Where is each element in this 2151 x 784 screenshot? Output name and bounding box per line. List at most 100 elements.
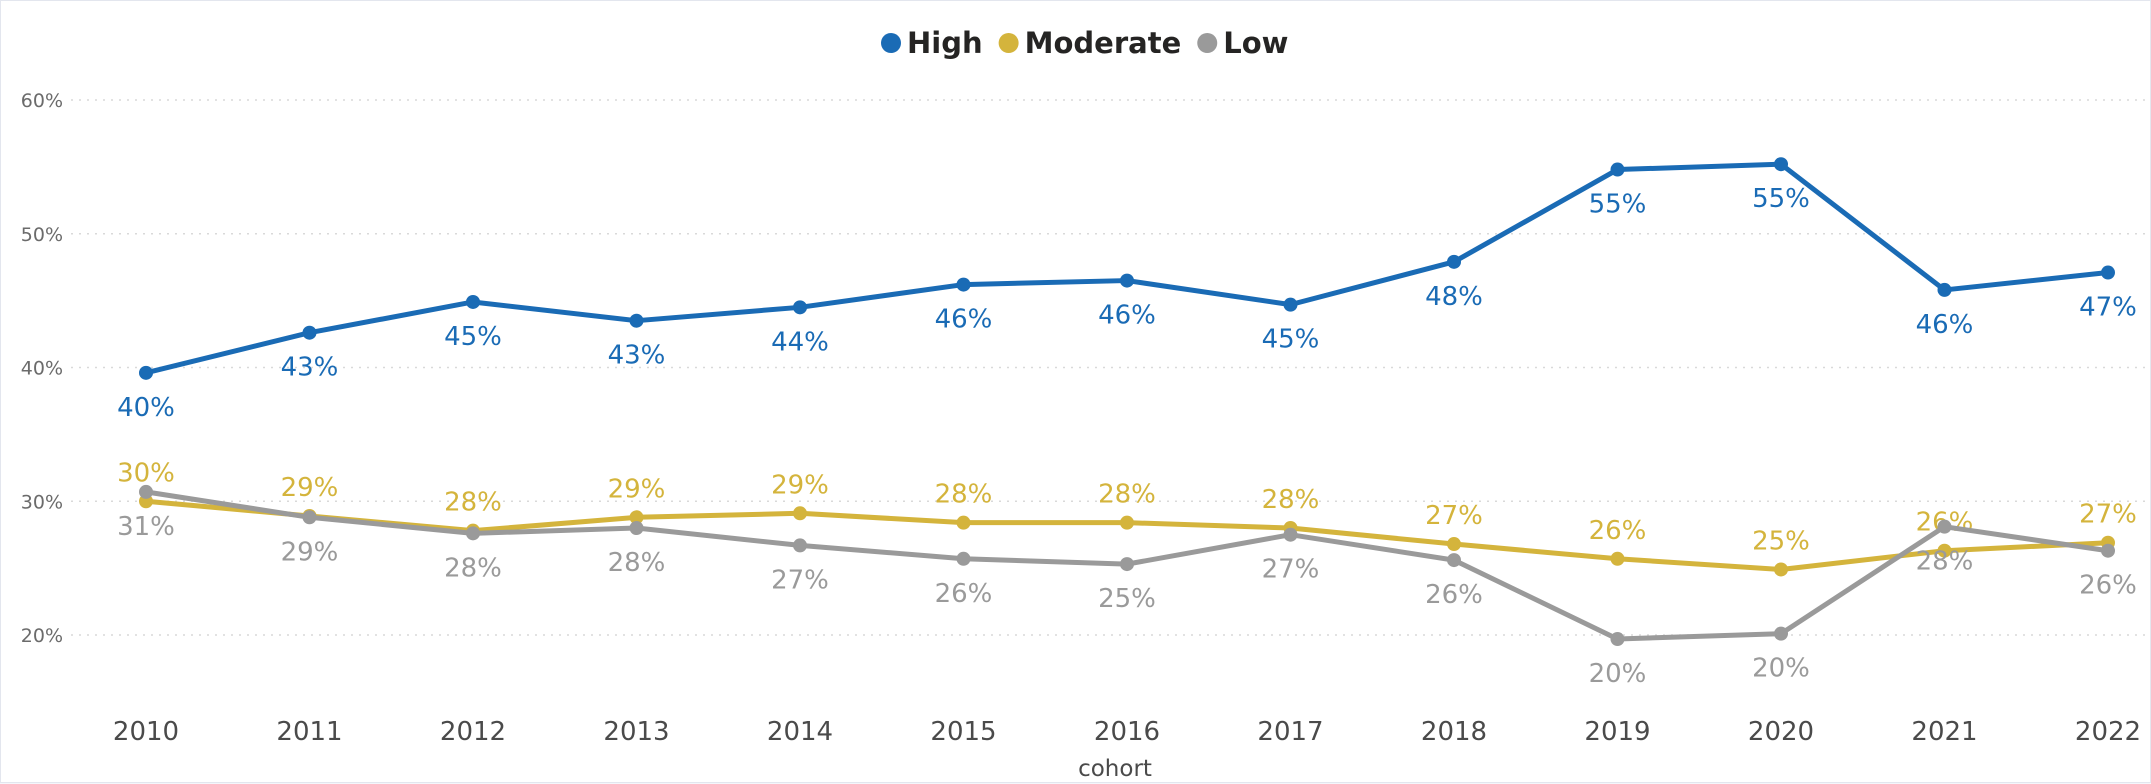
data-label-high: 43%: [281, 353, 339, 383]
data-label-high: 55%: [1589, 190, 1647, 220]
data-label-high: 43%: [608, 341, 666, 371]
grid-layer: [71, 99, 2146, 636]
data-point-high[interactable]: [1283, 297, 1298, 312]
x-tick-label: 2022: [2075, 717, 2141, 747]
data-point-low[interactable]: [1283, 527, 1298, 542]
data-label-low: 28%: [1916, 547, 1974, 577]
legend-marker-high: [881, 33, 901, 53]
data-label-high: 55%: [1752, 184, 1810, 214]
data-label-high: 47%: [2079, 293, 2137, 323]
data-label-high: 40%: [117, 393, 175, 423]
data-point-high[interactable]: [956, 277, 971, 292]
legend-item-high[interactable]: High: [881, 26, 983, 60]
legend-marker-moderate: [998, 33, 1019, 53]
data-point-moderate[interactable]: [1774, 562, 1788, 577]
legend-item-low[interactable]: Low: [1197, 26, 1288, 60]
x-tick-label: 2018: [1421, 717, 1487, 747]
data-label-moderate: 28%: [935, 480, 993, 510]
x-axis: 2010 2011 2012 2013 2014 2015 2016 2017 2018 2019…: [113, 717, 2141, 747]
data-point-high[interactable]: [629, 313, 644, 328]
y-tick-label: 30%: [21, 491, 63, 513]
data-point-moderate[interactable]: [793, 506, 807, 521]
data-label-moderate: 28%: [1098, 480, 1156, 510]
x-tick-label: 2014: [767, 717, 833, 747]
data-point-moderate[interactable]: [956, 515, 971, 530]
data-point-moderate[interactable]: [1120, 515, 1134, 530]
data-point-high[interactable]: [2101, 265, 2115, 280]
data-label-low: 29%: [281, 537, 339, 567]
data-point-low[interactable]: [1447, 553, 1461, 568]
data-point-high[interactable]: [793, 300, 807, 315]
data-point-high[interactable]: [1120, 273, 1134, 288]
data-label-high: 45%: [1262, 325, 1320, 355]
data-label-low: 27%: [771, 565, 829, 595]
legend-item-moderate[interactable]: Moderate: [998, 26, 1182, 60]
data-point-moderate[interactable]: [1610, 551, 1625, 566]
x-tick-label: 2020: [1748, 717, 1814, 747]
y-tick-label: 60%: [21, 90, 63, 112]
data-point-low[interactable]: [1120, 557, 1134, 572]
series-line-high: [145, 161, 2109, 376]
data-label-high: 44%: [771, 327, 829, 357]
legend-marker-low: [1197, 33, 1218, 53]
data-label-low: 25%: [1098, 584, 1156, 614]
data-label-moderate: 29%: [281, 473, 339, 503]
data-label-low: 26%: [1425, 580, 1483, 610]
data-point-low[interactable]: [1774, 626, 1788, 641]
data-point-low[interactable]: [1937, 519, 1952, 534]
series-high: 40% 43% 45% 43% 44% 46% 46% 45% 48% 55% 55% 46% 47%: [117, 157, 2137, 423]
data-label-high: 46%: [935, 305, 993, 335]
legend-label-low: Low: [1223, 26, 1288, 60]
x-tick-label: 2013: [603, 717, 669, 747]
data-point-low[interactable]: [139, 484, 153, 499]
data-point-low[interactable]: [793, 538, 807, 553]
data-point-low[interactable]: [956, 551, 971, 566]
data-point-low[interactable]: [1610, 632, 1625, 647]
data-point-high[interactable]: [1774, 157, 1788, 172]
data-label-moderate: 25%: [1752, 526, 1810, 556]
data-label-moderate: 27%: [2079, 500, 2137, 530]
data-label-low: 20%: [1752, 654, 1810, 684]
data-point-moderate[interactable]: [1447, 537, 1461, 552]
data-label-high: 45%: [444, 322, 502, 352]
data-point-low[interactable]: [466, 526, 480, 541]
data-label-high: 46%: [1916, 310, 1974, 340]
data-label-low: 27%: [1262, 555, 1320, 585]
x-axis-title: cohort: [1078, 756, 1152, 782]
data-point-moderate[interactable]: [1937, 543, 1952, 558]
data-label-low: 26%: [2079, 571, 2137, 601]
x-tick-label: 2012: [440, 717, 506, 747]
data-label-low: 31%: [117, 512, 175, 542]
data-label-moderate: 29%: [771, 470, 829, 500]
x-tick-label: 2010: [113, 717, 179, 747]
data-point-high[interactable]: [466, 294, 480, 309]
data-label-low: 20%: [1589, 659, 1647, 689]
data-label-moderate: 26%: [1589, 516, 1647, 546]
data-point-high[interactable]: [1610, 162, 1625, 177]
data-point-low[interactable]: [2101, 543, 2115, 558]
data-point-high[interactable]: [1447, 254, 1461, 269]
x-tick-label: 2017: [1257, 717, 1323, 747]
x-tick-label: 2016: [1094, 717, 1160, 747]
series-layer: 40% 43% 45% 43% 44% 46% 46% 45% 48% 55% 55% 46% 47% 3…: [117, 157, 2137, 689]
data-point-high[interactable]: [302, 325, 317, 340]
series-low: 31% 29% 28% 28% 27% 26% 25% 27% 26% 20% 20% 28% 26%: [117, 484, 2137, 689]
data-point-high[interactable]: [1937, 282, 1952, 297]
y-tick-label: 40%: [21, 358, 63, 380]
data-point-high[interactable]: [139, 365, 153, 380]
data-label-moderate: 28%: [1262, 485, 1320, 515]
data-label-moderate: 28%: [444, 488, 502, 518]
data-point-moderate[interactable]: [629, 510, 644, 525]
data-point-low[interactable]: [302, 510, 317, 525]
data-label-high: 46%: [1098, 301, 1156, 331]
data-label-low: 28%: [444, 553, 502, 583]
data-point-low[interactable]: [629, 521, 644, 535]
legend-label-moderate: Moderate: [1025, 26, 1182, 60]
y-tick-label: 50%: [21, 224, 63, 246]
data-label-moderate: 30%: [117, 458, 175, 488]
x-tick-label: 2019: [1584, 717, 1650, 747]
legend[interactable]: High Moderate Low: [881, 26, 1288, 60]
series-moderate: 30%29%28%29%29%28%28%28%27%26%25%26%27%: [117, 458, 2137, 577]
